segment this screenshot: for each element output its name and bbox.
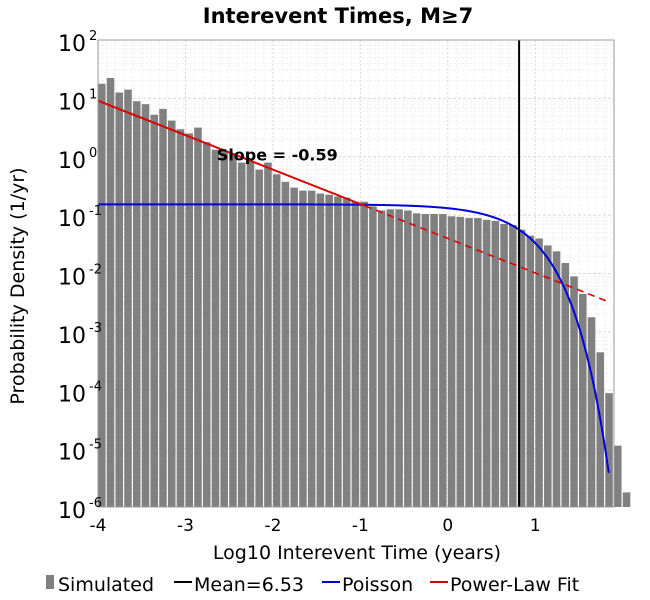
histogram-bar xyxy=(299,190,307,508)
histogram-bar xyxy=(526,235,535,507)
histogram-bar xyxy=(106,77,115,507)
x-tick-label: -3 xyxy=(177,516,194,536)
plot-frame xyxy=(97,39,615,508)
lines xyxy=(97,40,610,507)
histogram-bar xyxy=(579,293,587,507)
histogram-bar xyxy=(622,492,631,507)
histogram-bar xyxy=(246,161,255,508)
histogram-bar xyxy=(447,216,456,508)
histogram-bar xyxy=(342,197,351,508)
histogram-bar xyxy=(535,238,543,507)
legend-swatch-bar xyxy=(46,575,54,589)
histogram-bar xyxy=(360,201,368,508)
histogram-bar xyxy=(509,225,517,507)
histogram-bar xyxy=(124,89,132,508)
histogram-bar xyxy=(211,149,220,507)
histogram-bar xyxy=(237,162,246,507)
histogram-bar xyxy=(176,129,185,507)
histogram-bar xyxy=(587,317,596,507)
x-tick-label: -2 xyxy=(264,516,281,536)
histogram-bar xyxy=(596,352,605,507)
x-tick-labels: -4 -3 -2 -1 0 1 xyxy=(90,516,541,536)
histogram-bar xyxy=(552,251,561,507)
histogram-bar xyxy=(325,194,333,507)
histogram-bar xyxy=(334,196,342,507)
histogram-bar xyxy=(544,245,552,508)
histogram-bar xyxy=(351,201,360,508)
y-tick-label: 10 -4 xyxy=(58,379,102,407)
legend-label: Simulated xyxy=(58,574,154,596)
histogram-bar xyxy=(220,150,228,507)
histogram-bar xyxy=(316,193,325,507)
histogram-bar xyxy=(439,213,447,507)
histogram-bar xyxy=(614,445,622,507)
x-axis-label: Log10 Interevent Time (years) xyxy=(213,542,501,564)
legend: Simulated Mean=6.53 Poisson Power-Law Fit xyxy=(46,574,579,596)
histogram-bar xyxy=(369,206,377,507)
histogram-bar xyxy=(412,213,421,507)
y-tick-label: 10 -2 xyxy=(58,263,102,291)
histogram-bar xyxy=(150,114,159,507)
histogram-bar xyxy=(561,262,570,507)
legend-label: Mean=6.53 xyxy=(194,574,304,596)
histogram-bar xyxy=(430,213,438,507)
histogram-bar xyxy=(517,229,526,507)
y-tick-label: 10 1 xyxy=(58,87,97,115)
y-tick-label: 10 -1 xyxy=(58,204,102,232)
y-tick-label: 10 -3 xyxy=(58,321,102,349)
y-tick-label: 10 -6 xyxy=(58,496,102,524)
histogram-bar xyxy=(98,83,106,507)
histogram-bar xyxy=(605,393,613,507)
y-tick-label: 10 -5 xyxy=(58,438,102,466)
histogram-bar xyxy=(202,142,211,507)
histogram-bar xyxy=(255,169,263,507)
histogram-bar xyxy=(159,108,167,507)
y-axis-label: Probability Density (1/yr) xyxy=(7,167,29,404)
x-tick-label: 0 xyxy=(442,516,453,536)
histogram-bar xyxy=(456,216,465,507)
histogram-bar xyxy=(474,218,482,507)
histogram-bar xyxy=(194,127,202,507)
chart-title: Interevent Times, M≥7 xyxy=(203,4,473,28)
histogram-bar xyxy=(482,219,491,508)
histogram-bar xyxy=(264,162,272,507)
x-tick-label: 1 xyxy=(530,516,541,536)
slope-annotation: Slope = -0.59 xyxy=(217,145,338,164)
histogram-bar xyxy=(185,133,194,507)
histogram-bar xyxy=(404,210,412,507)
histogram-bar xyxy=(377,210,386,507)
annotations: Slope = -0.59 xyxy=(217,145,338,164)
histogram-bar xyxy=(132,101,141,507)
power-law-extrapolation xyxy=(364,205,610,303)
histogram-bar xyxy=(491,220,500,507)
x-tick-label: -4 xyxy=(90,516,107,536)
histogram-bar xyxy=(272,174,281,507)
histogram-bar xyxy=(395,209,403,507)
histogram-bar xyxy=(281,181,290,507)
y-tick-label: 10 0 xyxy=(58,146,97,174)
histogram-bar xyxy=(386,209,395,507)
histogram-bar xyxy=(421,213,430,507)
x-tick-label: -1 xyxy=(352,516,369,536)
histogram-bar xyxy=(307,190,316,508)
histogram-bar xyxy=(465,218,473,507)
histogram-bar xyxy=(229,153,237,508)
histogram-bar xyxy=(141,104,150,508)
histogram-bar xyxy=(500,223,508,507)
histogram-bar xyxy=(570,276,578,507)
histogram-bar xyxy=(290,187,298,507)
legend-label: Poisson xyxy=(342,574,413,596)
poisson-curve xyxy=(98,203,610,474)
histogram-bar xyxy=(167,120,176,508)
power-law-fit-line xyxy=(97,99,366,207)
histogram-bar xyxy=(115,92,124,507)
bars xyxy=(98,77,631,508)
y-tick-label: 10 2 xyxy=(58,29,97,57)
legend-label: Power-Law Fit xyxy=(450,574,579,596)
